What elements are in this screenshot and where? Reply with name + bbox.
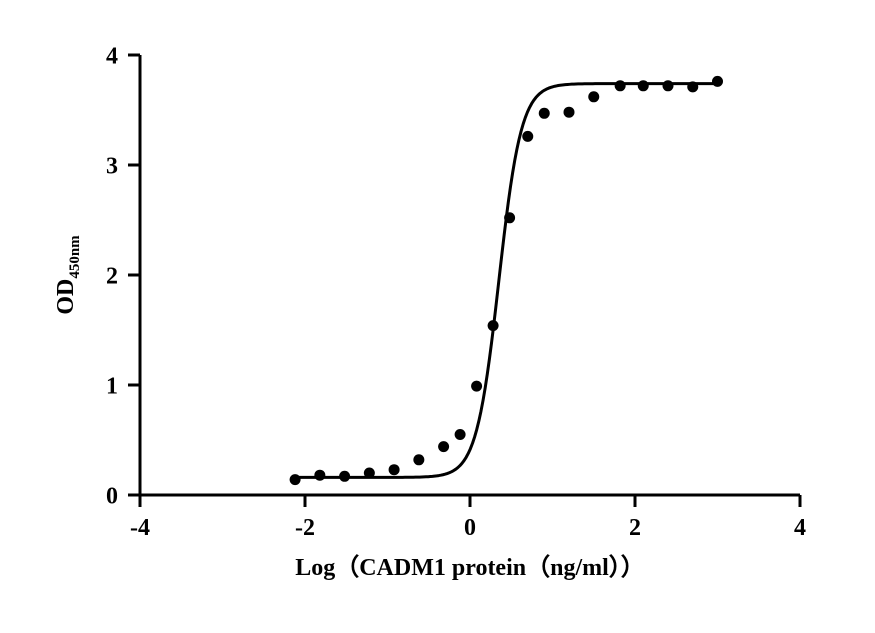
data-point	[471, 381, 482, 392]
data-point	[389, 464, 400, 475]
x-tick-label: -2	[295, 515, 315, 541]
x-tick-label: -4	[130, 515, 150, 541]
data-point	[364, 468, 375, 479]
y-tick-label: 3	[106, 153, 118, 179]
data-point	[339, 471, 350, 482]
data-point	[522, 131, 533, 142]
x-tick-label: 4	[794, 515, 806, 541]
data-point	[615, 80, 626, 91]
y-tick-label: 2	[106, 263, 118, 289]
data-point	[314, 470, 325, 481]
data-point	[539, 108, 550, 119]
data-point	[290, 474, 301, 485]
data-point	[663, 80, 674, 91]
y-tick-label: 1	[106, 373, 118, 399]
data-point	[504, 212, 515, 223]
data-point	[687, 81, 698, 92]
chart-svg: -4-202401234Log（CADM1 protein（ng/ml））OD4…	[0, 0, 875, 633]
data-point	[413, 454, 424, 465]
x-tick-label: 2	[629, 515, 641, 541]
data-point	[438, 441, 449, 452]
y-tick-label: 4	[106, 43, 118, 69]
data-point	[712, 76, 723, 87]
data-point	[488, 320, 499, 331]
data-point	[638, 80, 649, 91]
data-point	[588, 91, 599, 102]
y-tick-label: 0	[106, 483, 118, 509]
dose-response-chart: -4-202401234Log（CADM1 protein（ng/ml））OD4…	[0, 0, 875, 633]
data-point	[564, 107, 575, 118]
x-tick-label: 0	[464, 515, 476, 541]
data-point	[455, 429, 466, 440]
x-axis-label: Log（CADM1 protein（ng/ml））	[295, 554, 645, 581]
